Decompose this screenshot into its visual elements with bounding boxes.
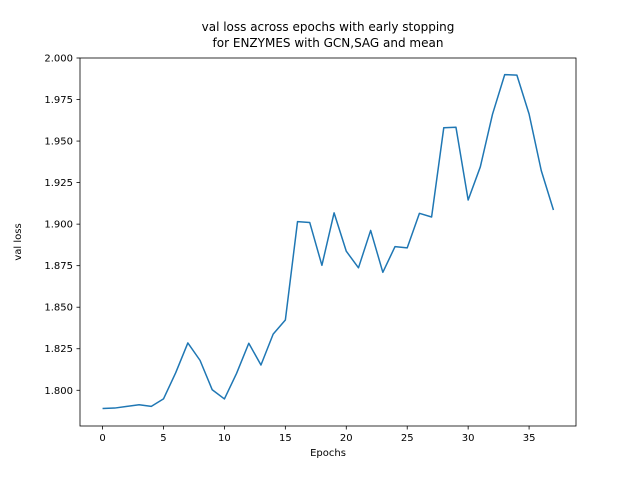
y-tick-label: 1.975 bbox=[44, 95, 73, 106]
x-tick-label: 0 bbox=[99, 433, 105, 444]
y-tick-label: 1.925 bbox=[44, 178, 73, 189]
x-tick-label: 35 bbox=[523, 433, 536, 444]
plot-area bbox=[79, 57, 577, 427]
x-tick-label: 10 bbox=[218, 433, 231, 444]
x-tick-label: 20 bbox=[340, 433, 353, 444]
x-tick-label: 5 bbox=[160, 433, 166, 444]
series-group bbox=[102, 73, 555, 410]
chart-title: val loss across epochs with early stoppi… bbox=[202, 20, 455, 50]
chart-title-line-2: for ENZYMES with GCN,SAG and mean bbox=[213, 36, 444, 50]
chart-title-line-1: val loss across epochs with early stoppi… bbox=[202, 20, 455, 34]
x-tick-label: 25 bbox=[401, 433, 414, 444]
y-tick-label: 1.850 bbox=[44, 303, 73, 314]
x-tick-label: 30 bbox=[462, 433, 475, 444]
x-axis: 0 5 10 15 20 25 30 35 bbox=[99, 426, 535, 444]
x-tick-label: 15 bbox=[279, 433, 292, 444]
y-axis-label: val loss bbox=[13, 223, 24, 260]
y-tick-label: 1.825 bbox=[44, 344, 73, 355]
series-line bbox=[102, 73, 555, 410]
y-tick-label: 1.950 bbox=[44, 137, 73, 148]
y-axis: 1.800 1.825 1.850 1.875 1.900 1.925 1.950 1.975… bbox=[44, 54, 80, 397]
plot-frame bbox=[79, 57, 577, 427]
y-tick-label: 1.875 bbox=[44, 261, 73, 272]
x-axis-label: Epochs bbox=[310, 448, 346, 459]
y-tick-label: 1.800 bbox=[44, 386, 73, 397]
y-tick-label: 1.900 bbox=[44, 220, 73, 231]
y-tick-label: 2.000 bbox=[44, 54, 73, 65]
